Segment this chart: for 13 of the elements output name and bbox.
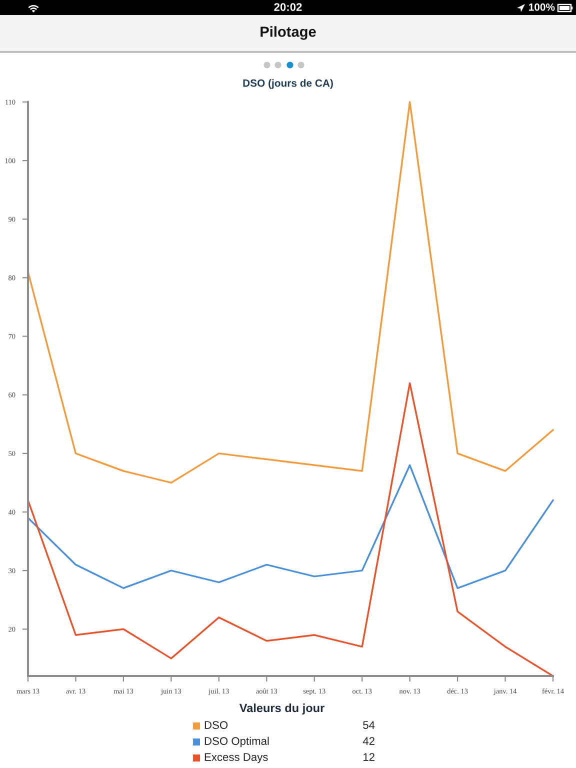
chart-title: Pilotage	[260, 26, 316, 40]
line-series	[27, 464, 554, 590]
chart-subtitle: DSO (jours de CA)	[243, 79, 333, 89]
text: 12	[363, 753, 374, 761]
legend-title: Valeurs du jour	[239, 703, 324, 714]
text: 100%	[529, 3, 555, 11]
legend-label: DSO	[204, 721, 228, 729]
line-series	[27, 101, 554, 484]
legend-label: DSO Optimal	[204, 736, 269, 748]
legend-label: Excess Days	[204, 753, 268, 764]
text: 20:02	[274, 3, 302, 11]
text: 42	[362, 737, 374, 745]
text: 54	[363, 721, 375, 729]
